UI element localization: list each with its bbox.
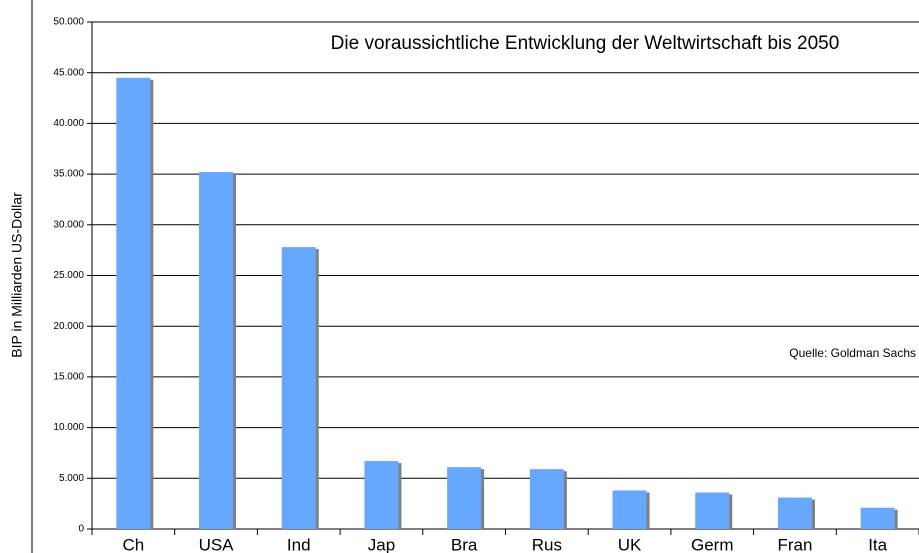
y-tick-label: 30.000 (53, 219, 84, 230)
bar (860, 507, 895, 529)
bar (529, 469, 564, 529)
bar (695, 492, 730, 529)
y-tick-label: 50.000 (53, 17, 84, 28)
x-tick-label: Ita (868, 535, 887, 553)
y-tick-label: 15.000 (53, 372, 84, 383)
y-tick-label: 40.000 (53, 118, 84, 129)
bar (116, 77, 151, 530)
y-tick-label: 45.000 (53, 67, 84, 78)
y-tick-label: 35.000 (53, 169, 84, 180)
y-tick-label: 25.000 (53, 270, 84, 281)
y-tick-label: 20.000 (53, 321, 84, 332)
y-tick-label: 0 (78, 524, 84, 535)
x-tick-label: Ch (122, 535, 144, 553)
bar (199, 172, 234, 529)
y-axis-label: BIP in Milliarden US-Dollar (9, 192, 25, 358)
bar (612, 490, 647, 529)
x-tick-label: Ind (287, 535, 311, 553)
bar (364, 461, 399, 529)
x-tick-label: UK (618, 535, 642, 553)
bar (447, 467, 482, 529)
x-tick-label: Jap (368, 535, 395, 553)
x-tick-label: Germ (691, 535, 734, 553)
x-tick-label: Bra (451, 535, 478, 553)
y-tick-label: 10.000 (53, 422, 84, 433)
y-tick-label: 5.000 (59, 473, 84, 484)
bar (281, 247, 316, 529)
annotation: Quelle: Goldman Sachs (789, 346, 916, 360)
x-tick-label: USA (199, 535, 235, 553)
x-tick-label: Fran (777, 535, 812, 553)
bar (777, 497, 812, 529)
x-tick-label: Rus (532, 535, 562, 553)
chart-title: Die voraussichtliche Entwicklung der Wel… (331, 33, 840, 54)
